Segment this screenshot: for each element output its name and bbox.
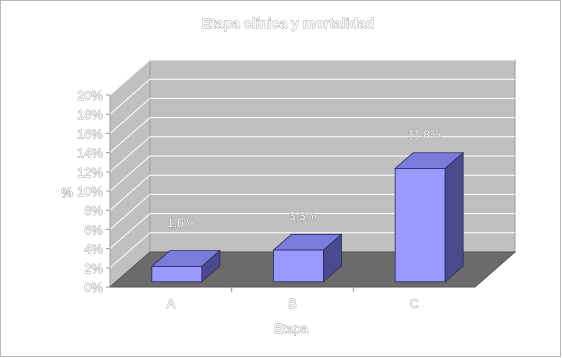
- gridline: [109, 213, 515, 249]
- y-tick-label: 16%: [77, 126, 103, 141]
- gridline: [109, 136, 515, 173]
- bar-front: [151, 265, 203, 283]
- y-tick-label: 12%: [77, 165, 103, 180]
- data-label: 11,8%: [408, 127, 441, 141]
- y-tick-label: 8%: [84, 203, 103, 218]
- bar-side: [444, 151, 464, 283]
- y-tick-label: 20%: [77, 88, 103, 103]
- y-tick-label: 14%: [77, 146, 103, 161]
- gridline: [109, 117, 515, 153]
- y-tick-label: 2%: [84, 261, 103, 276]
- gridline: [109, 78, 515, 115]
- x-axis-ticks: A B C: [166, 287, 419, 311]
- y-axis-title: %: [61, 185, 73, 200]
- gridline: [109, 155, 515, 192]
- x-axis-title: Etapa: [274, 321, 309, 336]
- gridline: [109, 59, 515, 96]
- bar-C: [394, 151, 465, 283]
- bar-front: [394, 168, 446, 283]
- bar-side: [201, 249, 221, 283]
- gridlines: [109, 59, 515, 269]
- gridline: [109, 193, 515, 230]
- x-tick-label: A: [166, 296, 175, 311]
- bar-B: [272, 233, 343, 283]
- y-axis-ticks: 0% 2% 4% 6% 8% 10% 12% 14% 16% 18% 20%: [77, 88, 110, 295]
- y-tick-label: 6%: [84, 222, 103, 237]
- bars: [150, 151, 465, 283]
- y-tick-label: 18%: [77, 107, 103, 122]
- gridline: [109, 174, 515, 211]
- gridline: [109, 97, 515, 134]
- data-label: 3,3%: [289, 209, 317, 223]
- x-tick-label: B: [288, 296, 297, 311]
- bar-front: [273, 249, 324, 283]
- data-label: 1,6%: [167, 216, 195, 230]
- bar-A: [150, 249, 221, 283]
- x-tick-label: C: [409, 296, 418, 311]
- gridline: [109, 232, 515, 269]
- bar-side: [323, 233, 342, 283]
- data-labels: 1,6% 3,3% 11,8%: [167, 127, 442, 230]
- chart-title: Etapa clínica y mortalidad: [202, 15, 375, 31]
- y-tick-label: 10%: [77, 184, 103, 199]
- y-tick-label: 4%: [84, 242, 103, 257]
- y-tick-label: 0%: [84, 280, 103, 295]
